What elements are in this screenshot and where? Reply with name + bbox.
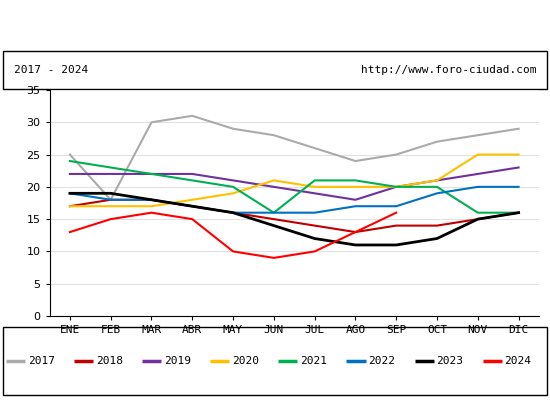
Text: Evolucion del paro registrado en Val de San Lorenzo: Evolucion del paro registrado en Val de … bbox=[52, 16, 498, 32]
Text: 2021: 2021 bbox=[300, 356, 327, 366]
Text: 2024: 2024 bbox=[504, 356, 531, 366]
Text: 2023: 2023 bbox=[436, 356, 463, 366]
Text: http://www.foro-ciudad.com: http://www.foro-ciudad.com bbox=[361, 65, 536, 75]
Text: 2017 - 2024: 2017 - 2024 bbox=[14, 65, 88, 75]
Text: 2017: 2017 bbox=[28, 356, 55, 366]
Text: 2018: 2018 bbox=[96, 356, 123, 366]
Text: 2019: 2019 bbox=[164, 356, 191, 366]
Text: 2020: 2020 bbox=[232, 356, 259, 366]
Text: 2022: 2022 bbox=[368, 356, 395, 366]
